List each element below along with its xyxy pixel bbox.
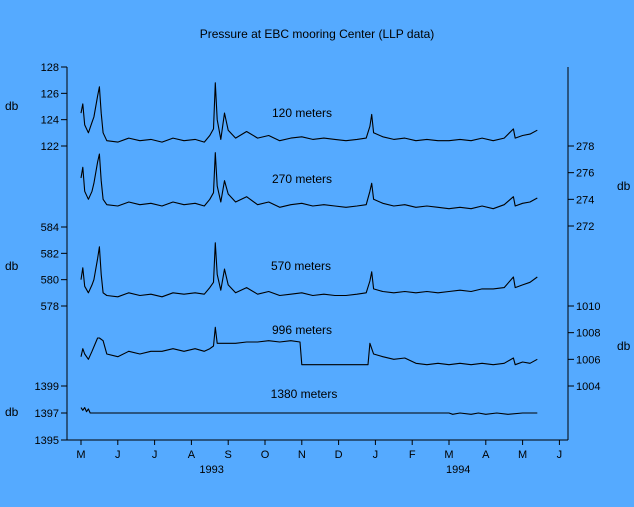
series-label: 1380 meters	[271, 387, 338, 401]
x-tick-label: S	[225, 449, 232, 461]
x-tick-label: J	[115, 449, 121, 461]
y-tick-label: 580	[41, 275, 59, 287]
y-tick-label: 1006	[576, 354, 600, 366]
y-tick-label: 1397	[35, 408, 59, 420]
series-line	[80, 152, 538, 210]
y-tick-label: 578	[41, 301, 59, 313]
series-label: 270 meters	[272, 172, 332, 186]
unit-label-left-bottom: db	[5, 405, 19, 419]
series-label: 996 meters	[272, 323, 332, 337]
x-tick-label: A	[188, 449, 196, 461]
x-tick-label: A	[482, 449, 490, 461]
y-tick-label: 584	[41, 222, 59, 234]
y-tick-label: 1010	[576, 301, 600, 313]
year-label: 1994	[446, 464, 470, 476]
y-tick-label: 128	[41, 62, 59, 74]
y-tick-label: 278	[576, 141, 594, 153]
x-tick-label: J	[557, 449, 563, 461]
chart-title: Pressure at EBC mooring Center (LLP data…	[200, 27, 435, 41]
unit-label-right-top: db	[617, 179, 631, 193]
series-label: 120 meters	[272, 106, 332, 120]
x-tick-label: M	[518, 449, 527, 461]
unit-label-left-top: db	[5, 99, 19, 113]
y-tick-label: 1399	[35, 381, 59, 393]
x-tick-label: F	[409, 449, 416, 461]
x-tick-label: M	[76, 449, 85, 461]
y-tick-label: 122	[41, 141, 59, 153]
x-tick-label: O	[261, 449, 270, 461]
x-tick-label: N	[298, 449, 306, 461]
y-tick-label: 1004	[576, 381, 600, 393]
unit-label-right-bottom: db	[617, 339, 631, 353]
x-tick-label: D	[335, 449, 343, 461]
year-label: 1993	[199, 464, 223, 476]
series-line	[80, 326, 538, 366]
x-tick-label: J	[152, 449, 158, 461]
series-line	[80, 242, 538, 298]
series-line	[80, 82, 538, 143]
y-tick-label: 124	[41, 115, 59, 127]
y-tick-label: 1395	[35, 435, 59, 447]
y-tick-label: 126	[41, 88, 59, 100]
y-tick-label: 274	[576, 194, 594, 206]
series-line	[80, 407, 538, 415]
x-tick-label: M	[444, 449, 453, 461]
series-label: 570 meters	[271, 259, 331, 273]
unit-label-left-mid: db	[5, 259, 19, 273]
y-tick-label: 582	[41, 248, 59, 260]
x-tick-label: J	[373, 449, 379, 461]
y-tick-label: 276	[576, 168, 594, 180]
y-tick-label: 1008	[576, 328, 600, 340]
y-tick-label: 272	[576, 221, 594, 233]
